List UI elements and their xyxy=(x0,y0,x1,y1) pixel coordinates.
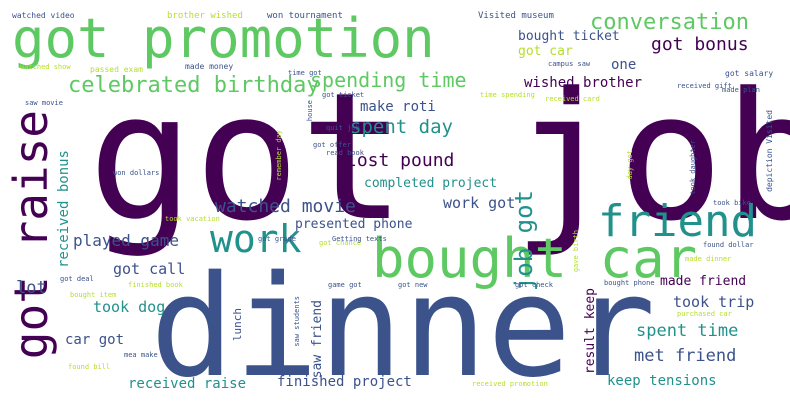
cloud-word: spending time xyxy=(310,68,467,92)
cloud-word: got call xyxy=(113,260,186,278)
cloud-word: made friend xyxy=(660,274,747,289)
cloud-word: got chance xyxy=(319,239,362,247)
cloud-word: bought car xyxy=(372,227,698,290)
cloud-word: took trip xyxy=(673,293,755,311)
cloud-word: spent day xyxy=(350,116,453,138)
cloud-word: took daughter xyxy=(689,140,697,195)
cloud-word: job got xyxy=(510,190,538,292)
cloud-word: time spending xyxy=(480,91,535,99)
cloud-word: result keep xyxy=(583,288,598,375)
cloud-word: received promotion xyxy=(472,380,548,388)
cloud-word: dinner xyxy=(150,246,656,405)
cloud-word: gave birth xyxy=(572,230,580,273)
cloud-word: got car xyxy=(518,44,573,59)
cloud-word: watched movie xyxy=(215,196,356,217)
cloud-word: one xyxy=(611,57,637,73)
cloud-word: celebrated birthday xyxy=(68,73,320,98)
cloud-word: made dinner xyxy=(685,255,732,263)
cloud-word: bought item xyxy=(70,291,117,299)
cloud-word: found dollar xyxy=(703,241,754,249)
cloud-word: got job xyxy=(88,55,790,260)
cloud-word: met friend xyxy=(634,346,737,366)
cloud-word: brother wished xyxy=(167,11,243,21)
cloud-word: read book xyxy=(326,149,364,157)
cloud-word: received gift xyxy=(677,82,732,90)
cloud-word: spent time xyxy=(636,321,739,341)
cloud-word: saw students xyxy=(293,296,301,347)
cloud-word: got raise xyxy=(4,110,58,360)
cloud-word: won tournament xyxy=(267,11,343,21)
cloud-word: took vacation xyxy=(165,215,220,223)
cloud-word: keep tensions xyxy=(607,373,717,389)
cloud-word: bought phone xyxy=(604,279,655,287)
cloud-word: got promotion xyxy=(12,7,435,70)
cloud-word: campus saw xyxy=(548,60,591,68)
cloud-word: conversation xyxy=(590,10,749,35)
cloud-word: lunch xyxy=(231,308,244,342)
cloud-word: took bike xyxy=(713,199,751,207)
cloud-word: got grade xyxy=(258,235,296,243)
cloud-word: received bonus xyxy=(56,150,72,269)
cloud-word: got ticket xyxy=(322,91,365,99)
cloud-word: finished book xyxy=(128,281,183,289)
cloud-word: got check xyxy=(515,281,553,289)
cloud-word: found bill xyxy=(68,363,111,371)
cloud-word: watched video xyxy=(12,11,75,20)
cloud-word: made plan xyxy=(722,86,760,94)
cloud-word: house xyxy=(306,100,314,122)
cloud-word: Getting texts xyxy=(332,235,387,243)
cloud-word: saw friend xyxy=(310,300,325,379)
cloud-word: passed exam xyxy=(90,65,143,74)
cloud-word: car got xyxy=(65,332,125,348)
cloud-word: completed project xyxy=(364,176,498,191)
cloud-word: got offer xyxy=(313,141,351,149)
cloud-word: remember day xyxy=(275,130,283,181)
cloud-word: took dog xyxy=(93,298,166,316)
cloud-word: quit job xyxy=(326,124,360,132)
cloud-word: day got xyxy=(626,150,634,180)
cloud-word: saw movie xyxy=(25,99,63,107)
cloud-word: presented phone xyxy=(295,217,413,232)
cloud-word: watched show xyxy=(20,63,71,71)
cloud-word: won dollars xyxy=(113,169,160,177)
cloud-word: got bonus xyxy=(651,34,749,55)
cloud-word: lost pound xyxy=(346,150,455,171)
cloud-word: got salary xyxy=(725,69,774,78)
cloud-word: game got xyxy=(328,281,362,289)
cloud-word: finished project xyxy=(277,374,412,390)
cloud-word: got new xyxy=(398,281,428,289)
cloud-word: make roti xyxy=(360,99,436,115)
cloud-word: friend xyxy=(598,196,757,247)
cloud-word: wished brother xyxy=(524,75,643,91)
cloud-word: purchased car xyxy=(677,310,732,318)
cloud-word: lot xyxy=(16,278,47,298)
cloud-word: Visited museum xyxy=(478,11,554,21)
cloud-word: depiction Visited xyxy=(765,110,774,192)
cloud-word: played game xyxy=(73,231,179,250)
cloud-word: bought ticket xyxy=(518,29,620,44)
cloud-word: work got xyxy=(443,194,516,212)
cloud-word: work xyxy=(210,217,302,261)
cloud-word: got deal xyxy=(60,275,94,283)
cloud-word: received card xyxy=(545,95,600,103)
cloud-word: time got xyxy=(288,69,322,77)
cloud-word: received raise xyxy=(128,376,247,392)
cloud-word: made money xyxy=(185,62,234,71)
cloud-word: mea make xyxy=(124,351,158,359)
